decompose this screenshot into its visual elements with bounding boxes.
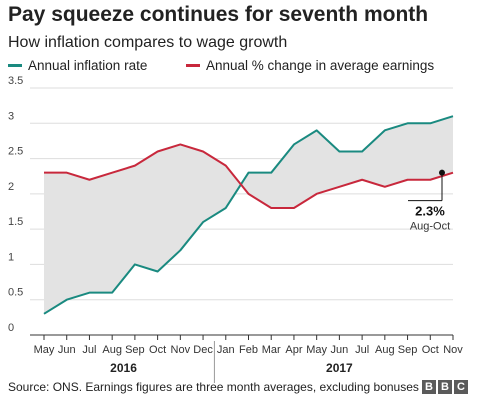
legend-label-inflation: Annual inflation rate <box>28 58 148 73</box>
legend-item-inflation: Annual inflation rate <box>8 58 147 73</box>
year-label: 2016 <box>110 361 137 375</box>
y-tick-label: 0 <box>8 322 14 334</box>
x-tick-label: Nov <box>443 344 463 356</box>
x-tick-label: Nov <box>171 344 191 356</box>
x-tick-label: Oct <box>149 344 166 356</box>
x-tick-label: Apr <box>285 344 302 356</box>
bbc-logo: B B C <box>422 380 468 394</box>
y-tick-label: 2 <box>8 181 14 193</box>
x-tick-label: Dec <box>193 344 213 356</box>
earnings-line <box>44 143 454 209</box>
x-tick-label: Jan <box>217 344 235 356</box>
chart-subtitle: How inflation compares to wage growth <box>8 34 288 51</box>
x-tick-label: May <box>34 344 55 356</box>
x-tick-label: Mar <box>262 344 281 356</box>
x-tick-label: Feb <box>239 344 258 356</box>
legend-item-earnings: Annual % change in average earnings <box>186 58 434 73</box>
annotation-value: 2.3% <box>415 204 445 219</box>
x-tick-label: Aug <box>102 344 122 356</box>
x-tick-label: Sep <box>125 344 145 356</box>
legend-swatch-inflation <box>8 64 22 67</box>
logo-letter: B <box>438 380 452 394</box>
x-tick-label: Oct <box>422 344 439 356</box>
inflation-line <box>43 115 454 315</box>
y-tick-label: 3 <box>8 110 14 122</box>
y-tick-label: 0.5 <box>8 287 23 299</box>
chart-title: Pay squeeze continues for seventh month <box>8 3 429 26</box>
logo-letter: C <box>454 380 468 394</box>
logo-letter: B <box>422 380 436 394</box>
x-tick-label: Jun <box>331 344 349 356</box>
y-tick-label: 3.5 <box>8 75 23 87</box>
legend-label-earnings: Annual % change in average earnings <box>206 58 435 73</box>
y-tick-label: 1.5 <box>8 216 23 228</box>
year-label: 2017 <box>326 361 353 375</box>
shaded-gap-area <box>44 116 453 314</box>
x-tick-label: Jun <box>58 344 76 356</box>
x-tick-label: Aug <box>375 344 395 356</box>
y-tick-label: 1 <box>8 251 14 263</box>
x-tick-label: Sep <box>398 344 418 356</box>
y-tick-label: 2.5 <box>8 146 23 158</box>
x-tick-label: Jul <box>355 344 369 356</box>
x-tick-label: Jul <box>82 344 96 356</box>
annotation-label: Aug-Oct <box>410 221 450 233</box>
legend-swatch-earnings <box>186 64 200 67</box>
x-tick-label: May <box>306 344 327 356</box>
source-note: Source: ONS. Earnings figures are three … <box>8 380 419 394</box>
